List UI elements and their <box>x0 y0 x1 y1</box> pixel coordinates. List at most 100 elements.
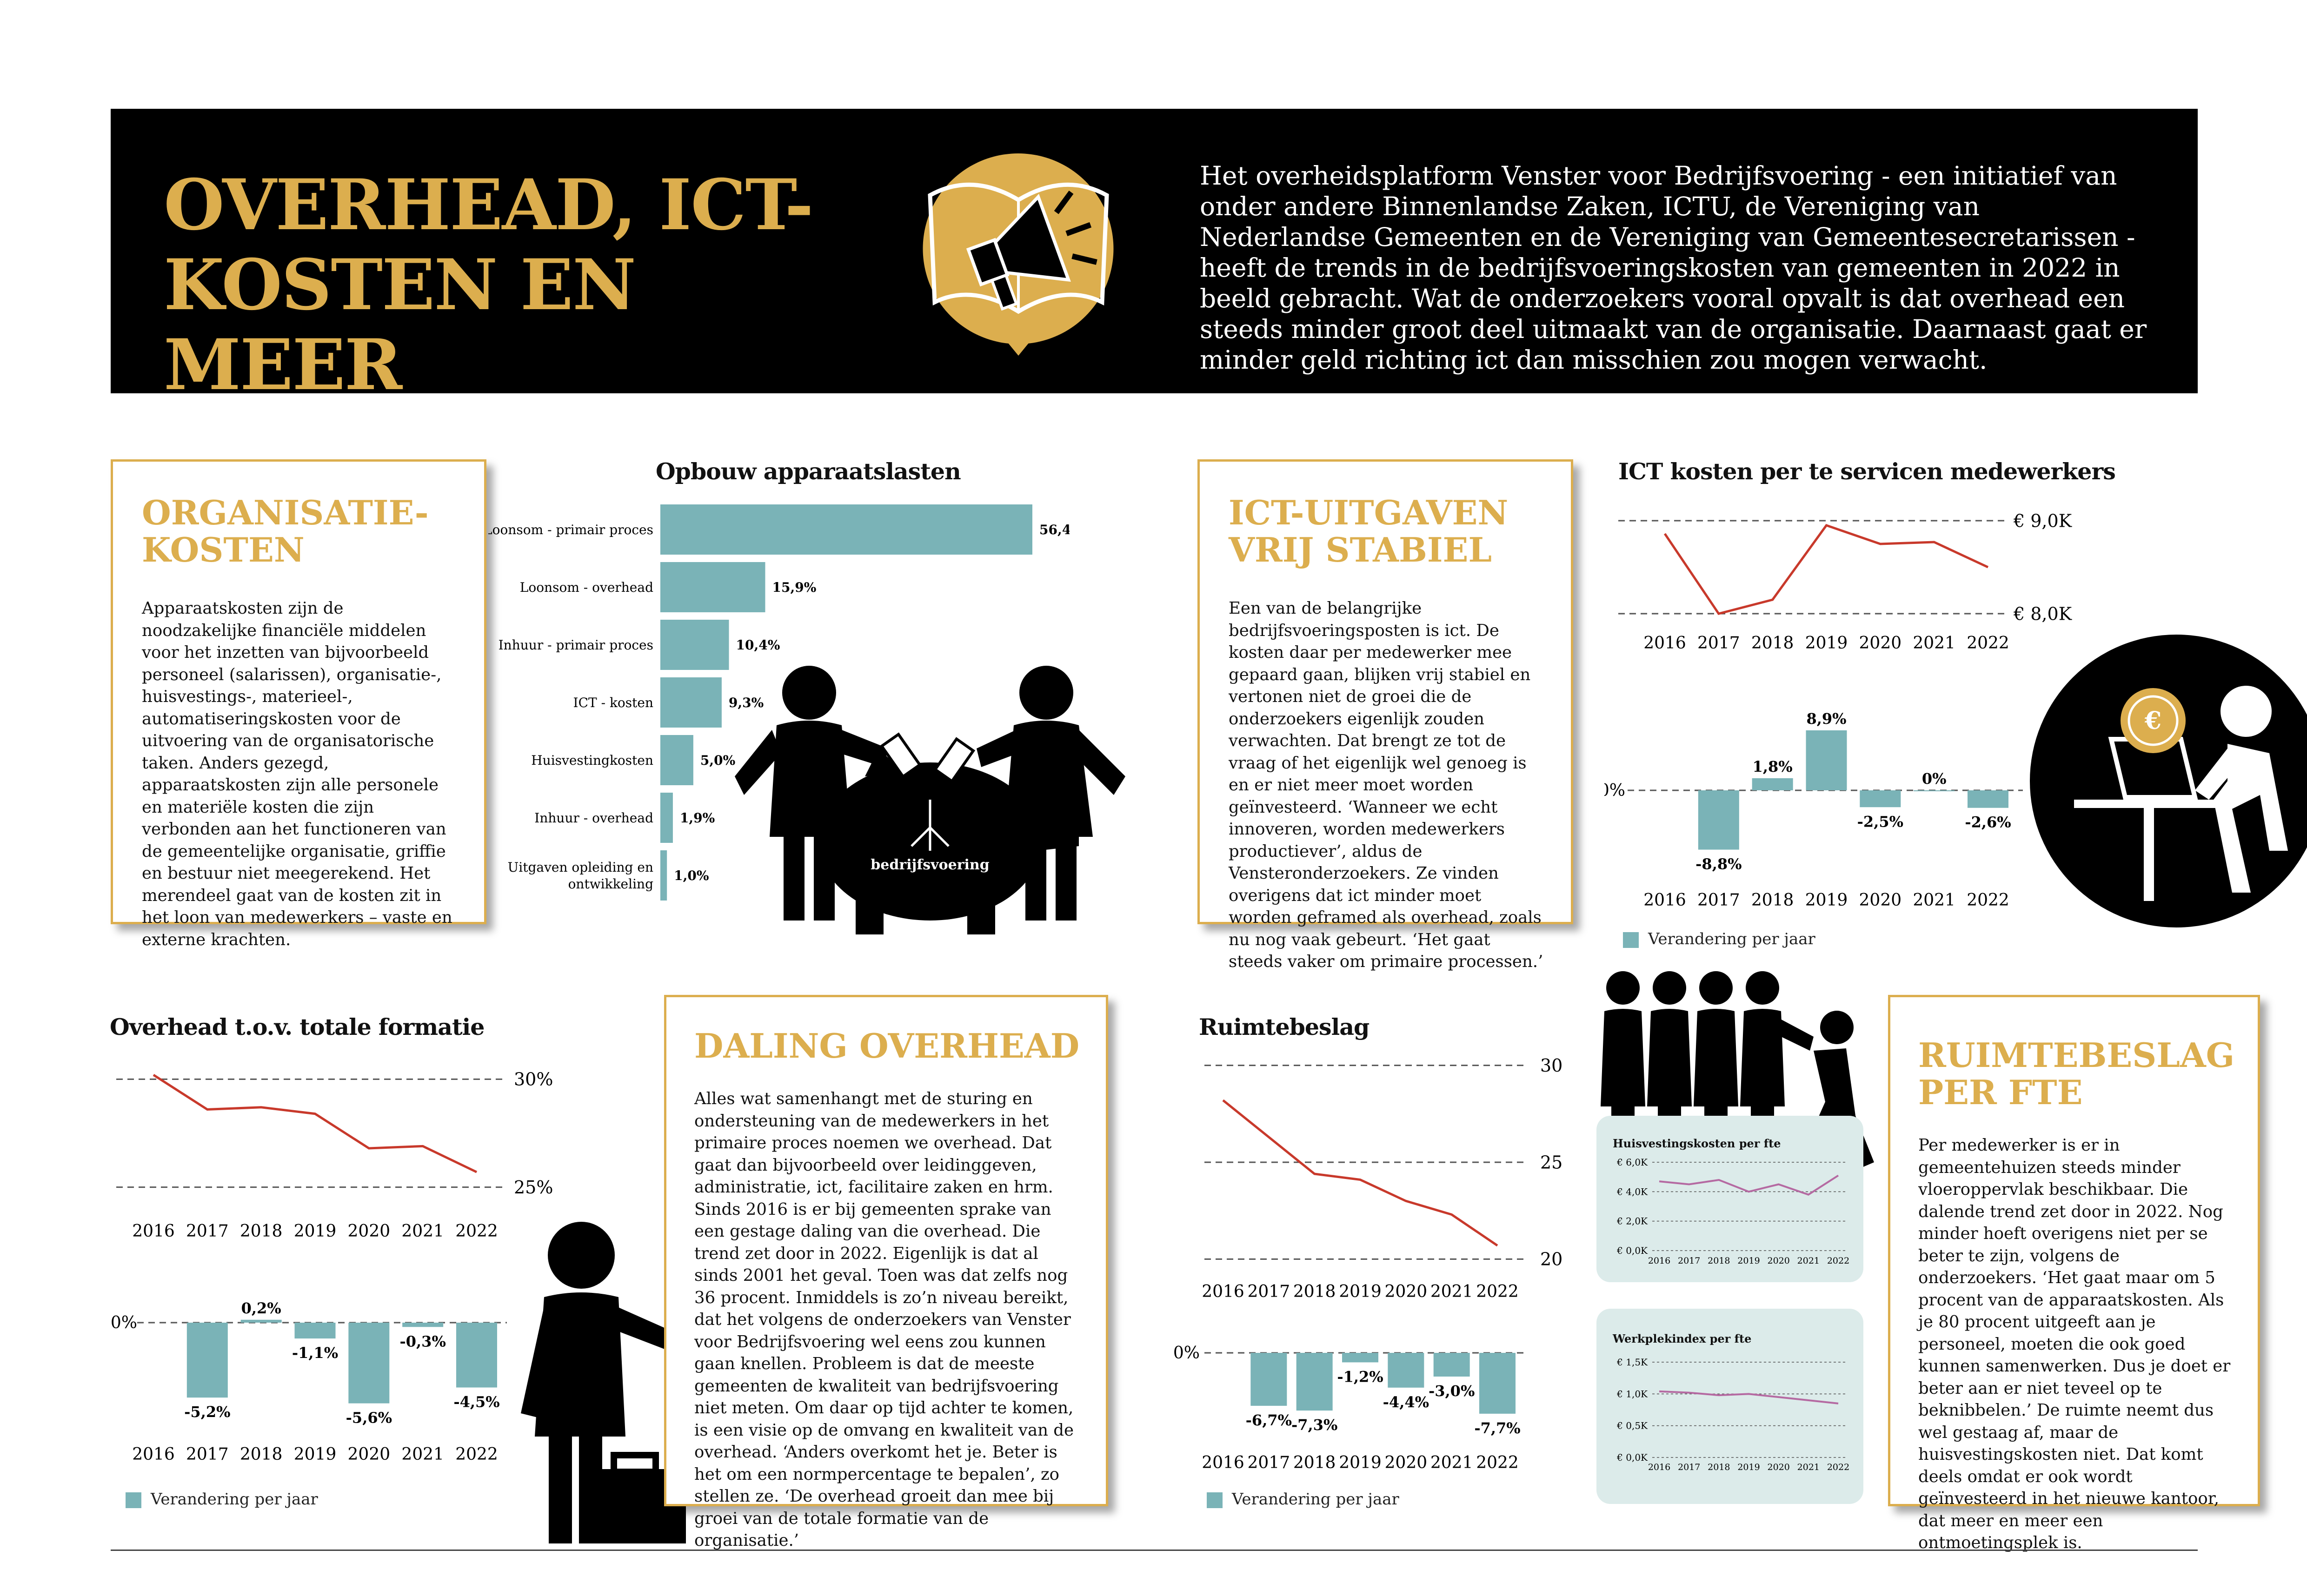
box-title-line: KOSTEN <box>142 530 305 570</box>
change-value-label: -8,8% <box>1695 855 1742 873</box>
megaphone-icon <box>923 153 1114 356</box>
category-label: Inhuur - primair proces <box>499 637 653 653</box>
box-body-organisatiekosten: Apparaatskosten zijn de noodzakelijke fi… <box>142 599 452 949</box>
value-label: 5,0% <box>700 753 735 768</box>
chart-title-ruimte: Ruimtebeslag <box>1199 1013 1370 1040</box>
change-value-label: -0,3% <box>399 1332 445 1350</box>
x-tick-label: 2017 <box>1678 1256 1700 1266</box>
legend-swatch <box>126 1492 141 1508</box>
bar-apparaat <box>660 562 765 612</box>
y-tick-label: € 0,0K <box>1616 1245 1648 1256</box>
change-value-label: 8,9% <box>1806 710 1846 728</box>
zero-label: 0% <box>1173 1344 1200 1363</box>
piggybank-illustration: bedrijfsvoering <box>735 666 1125 934</box>
bottom-rule <box>111 1550 2198 1551</box>
value-label: 15,9% <box>772 580 817 595</box>
change-bar <box>240 1319 282 1323</box>
y-tick-label: 25% <box>514 1177 553 1198</box>
x-tick-label: 2019 <box>1737 1462 1760 1472</box>
change-bar <box>1479 1353 1516 1414</box>
category-label: Loonsom - overhead <box>520 580 653 595</box>
x-tick-label: 2018 <box>240 1222 283 1241</box>
series-line <box>153 1074 478 1173</box>
series-line <box>1222 1099 1498 1247</box>
x-tick-label: 2021 <box>1797 1256 1820 1266</box>
x-tick-label: 2018 <box>1708 1256 1730 1266</box>
x-tick-label: 2022 <box>1827 1462 1849 1472</box>
change-bar <box>1250 1353 1287 1406</box>
change-bar <box>1806 730 1847 790</box>
x-tick-label: 2018 <box>1751 634 1794 653</box>
legend-swatch <box>1623 932 1639 948</box>
x-tick-label: 2016 <box>132 1445 175 1464</box>
panel-werkplek <box>1596 1309 1863 1504</box>
legend-label: Verandering per jaar <box>1232 1490 1399 1509</box>
box-title-line: VRIJ STABIEL <box>1229 530 1492 570</box>
bar-apparaat <box>660 850 667 901</box>
y-tick-label: 25 <box>1540 1152 1562 1172</box>
change-value-label: -7,3% <box>1291 1416 1337 1434</box>
piggybank-icon: bedrijfsvoering <box>798 748 1079 934</box>
x-tick-label: 2021 <box>1430 1453 1473 1472</box>
x-tick-label: 2019 <box>1339 1453 1382 1472</box>
change-value-label: -5,6% <box>346 1409 392 1427</box>
change-value-label: -3,0% <box>1429 1382 1475 1400</box>
value-label: 1,0% <box>674 868 709 883</box>
x-tick-label: 2016 <box>132 1222 175 1241</box>
change-value-label: -7,7% <box>1474 1419 1520 1437</box>
bar-apparaat <box>660 620 729 670</box>
y-tick-label: € 0,0K <box>1616 1452 1648 1463</box>
category-label: Inhuur - overhead <box>534 810 653 826</box>
panel-huisvesting <box>1596 1116 1863 1282</box>
box-ruimtebeslag: RUIMTEBESLAG PER FTE Per medewerker is e… <box>1888 995 2260 1552</box>
x-tick-label: 2016 <box>1648 1256 1670 1266</box>
change-value-label: 1,8% <box>1753 758 1793 775</box>
category-label: Loonsom - primair proces <box>488 522 653 537</box>
y-tick-label: € 0,5K <box>1616 1420 1648 1431</box>
change-bar <box>1388 1353 1424 1388</box>
x-tick-label: 2018 <box>1293 1282 1336 1301</box>
category-label: Uitgaven opleiding en <box>508 860 653 875</box>
box-title-ruimte: RUIMTEBESLAG PER FTE <box>1918 1037 2234 1111</box>
x-tick-label: 2019 <box>1805 891 1848 910</box>
box-title-daling: DALING OVERHEAD <box>694 1026 1080 1066</box>
change-value-label: 0% <box>1922 770 1947 788</box>
page-title: OVERHEAD, ICT- KOSTEN EN MEER <box>164 165 861 405</box>
change-bar <box>186 1323 228 1398</box>
x-tick-label: 2017 <box>1697 634 1740 653</box>
x-tick-label: 2022 <box>1476 1282 1519 1301</box>
change-value-label: -1,2% <box>1337 1368 1383 1385</box>
legend-overhead: Verandering per jaar <box>126 1490 318 1509</box>
briefcase-icon <box>584 1452 686 1543</box>
bar-apparaat <box>660 677 722 728</box>
x-tick-label: 2021 <box>1913 891 1955 910</box>
title-line-2: KOSTEN EN MEER <box>164 244 636 406</box>
legend-ruimte: Verandering per jaar <box>1207 1490 1399 1509</box>
box-title-line: ICT-UITGAVEN <box>1229 493 1509 532</box>
zero-label: 0% <box>1604 781 1625 800</box>
y-tick-label: 20 <box>1540 1249 1562 1270</box>
x-tick-label: 2018 <box>1293 1453 1336 1472</box>
y-tick-label: € 8,0K <box>2013 603 2072 624</box>
chart-ruimte-change: 0% -6,7%-7,3% -1,2%-4,4%-3,0% -7,7% 2016 2017… <box>1173 1344 1525 1472</box>
zero-label: 0% <box>111 1313 137 1332</box>
change-value-label: -4,4% <box>1383 1393 1429 1411</box>
intro-text: Het overheidsplatform Venster voor Bedri… <box>1200 161 2147 375</box>
change-value-label: -4,5% <box>453 1393 499 1411</box>
chart-ruimte-line: 30 25 20 2016 2017 2018 2019 2020 2021 2022 <box>1202 1055 1562 1301</box>
change-value-label: -5,2% <box>184 1403 230 1421</box>
x-tick-label: 2016 <box>1643 634 1686 653</box>
x-tick-label: 2016 <box>1643 891 1686 910</box>
x-tick-label: 2019 <box>1737 1256 1760 1266</box>
x-tick-label: 2021 <box>401 1445 444 1464</box>
x-tick-label: 2020 <box>348 1222 391 1241</box>
category-label: Huisvestingkosten <box>531 753 653 768</box>
change-bar <box>294 1323 336 1339</box>
x-tick-label: 2020 <box>1385 1282 1428 1301</box>
box-organisatiekosten: ORGANISATIE- KOSTEN Apparaatskosten zijn… <box>111 459 486 949</box>
x-tick-label: 2022 <box>455 1445 498 1464</box>
series-line <box>1663 524 1989 615</box>
y-tick-label: € 1,5K <box>1616 1357 1648 1368</box>
change-bar <box>1433 1353 1470 1377</box>
